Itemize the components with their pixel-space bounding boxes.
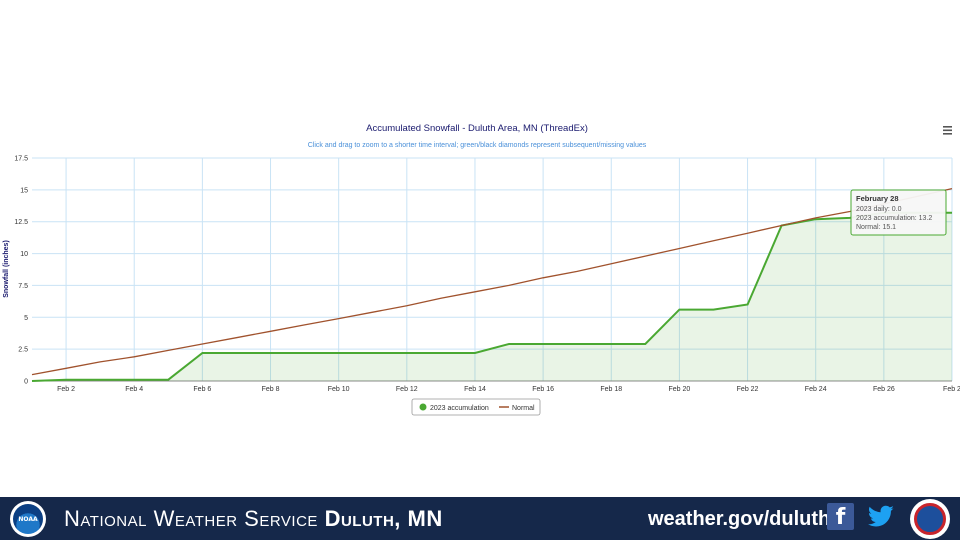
legend: 2023 accumulation Normal — [411, 398, 541, 416]
x-tick-labels: Feb 2 Feb 4 Feb 6 Feb 8 Feb 10 Feb 12 Feb 14 Fe… — [57, 386, 960, 393]
x-tick-label: Feb 12 — [396, 386, 418, 393]
noaa-logo-icon[interactable]: NOAA — [10, 501, 46, 537]
nws-seal-icon[interactable] — [910, 499, 950, 539]
x-tick-label: Feb 14 — [464, 386, 486, 393]
twitter-icon[interactable] — [866, 503, 896, 531]
x-tick-label: Feb 18 — [600, 386, 622, 393]
x-tick-label: Feb 24 — [805, 386, 827, 393]
legend-item-normal[interactable]: Normal — [499, 405, 535, 412]
grid-lines — [32, 157, 953, 382]
office-name: Duluth, MN — [324, 506, 443, 531]
series-layer — [31, 187, 953, 382]
hamburger-menu-icon[interactable] — [943, 126, 952, 135]
chart-subtitle: Click and drag to zoom to a shorter time… — [308, 142, 647, 149]
org-name: National Weather Service — [64, 506, 318, 531]
tooltip-line-normal: Normal: 15.1 — [856, 224, 896, 231]
x-tick-label: Feb 8 — [262, 386, 280, 393]
tooltip: February 28 2023 daily: 0.0 2023 accumul… — [850, 189, 947, 236]
tooltip-line-accumulation: 2023 accumulation: 13.2 — [856, 215, 932, 222]
x-tick-label: Feb 6 — [193, 386, 211, 393]
snowfall-chart[interactable]: Accumulated Snowfall - Duluth Area, MN (… — [0, 0, 960, 497]
x-tick-label: Feb 10 — [328, 386, 350, 393]
tooltip-title: February 28 — [856, 194, 899, 203]
y-tick-label: 10 — [20, 251, 28, 258]
x-tick-label: Feb 22 — [737, 386, 759, 393]
y-tick-labels: 0 2.5 5 7.5 10 12.5 15 17.5 — [14, 156, 28, 386]
y-tick-label: 0 — [24, 379, 28, 386]
x-tick-label: Feb 16 — [532, 386, 554, 393]
x-tick-label: Feb 2 — [943, 386, 960, 393]
legend-item-accumulation[interactable]: 2023 accumulation — [419, 403, 489, 413]
y-axis-label: Snowfall (inches) — [3, 240, 10, 298]
nws-seal-inner — [914, 503, 946, 535]
nws-title: National Weather Service Duluth, MN — [64, 506, 443, 532]
y-tick-label: 2.5 — [18, 347, 28, 354]
x-tick-label: Feb 2 — [57, 386, 75, 393]
y-tick-label: 7.5 — [18, 283, 28, 290]
y-tick-label: 17.5 — [14, 156, 28, 163]
x-tick-label: Feb 26 — [873, 386, 895, 393]
legend-label-normal: Normal — [512, 405, 535, 412]
x-tick-label: Feb 20 — [669, 386, 691, 393]
y-tick-label: 12.5 — [14, 219, 28, 226]
tooltip-line-daily: 2023 daily: 0.0 — [856, 206, 902, 213]
legend-label-accumulation: 2023 accumulation — [430, 405, 489, 412]
legend-box — [411, 398, 541, 416]
footer-banner: NOAA National Weather Service Duluth, MN… — [0, 497, 960, 540]
chart-title: Accumulated Snowfall - Duluth Area, MN (… — [366, 123, 588, 134]
tooltip-box — [850, 189, 947, 236]
facebook-icon[interactable]: f — [827, 503, 854, 530]
y-tick-label: 15 — [20, 187, 28, 194]
y-tick-label: 5 — [24, 315, 28, 322]
x-tick-label: Feb 4 — [125, 386, 143, 393]
website-url[interactable]: weather.gov/duluth — [648, 508, 831, 530]
noaa-logo-text: NOAA — [13, 504, 43, 534]
series-area-2023-accumulation — [32, 212, 952, 381]
series-line-normal — [31, 187, 953, 376]
